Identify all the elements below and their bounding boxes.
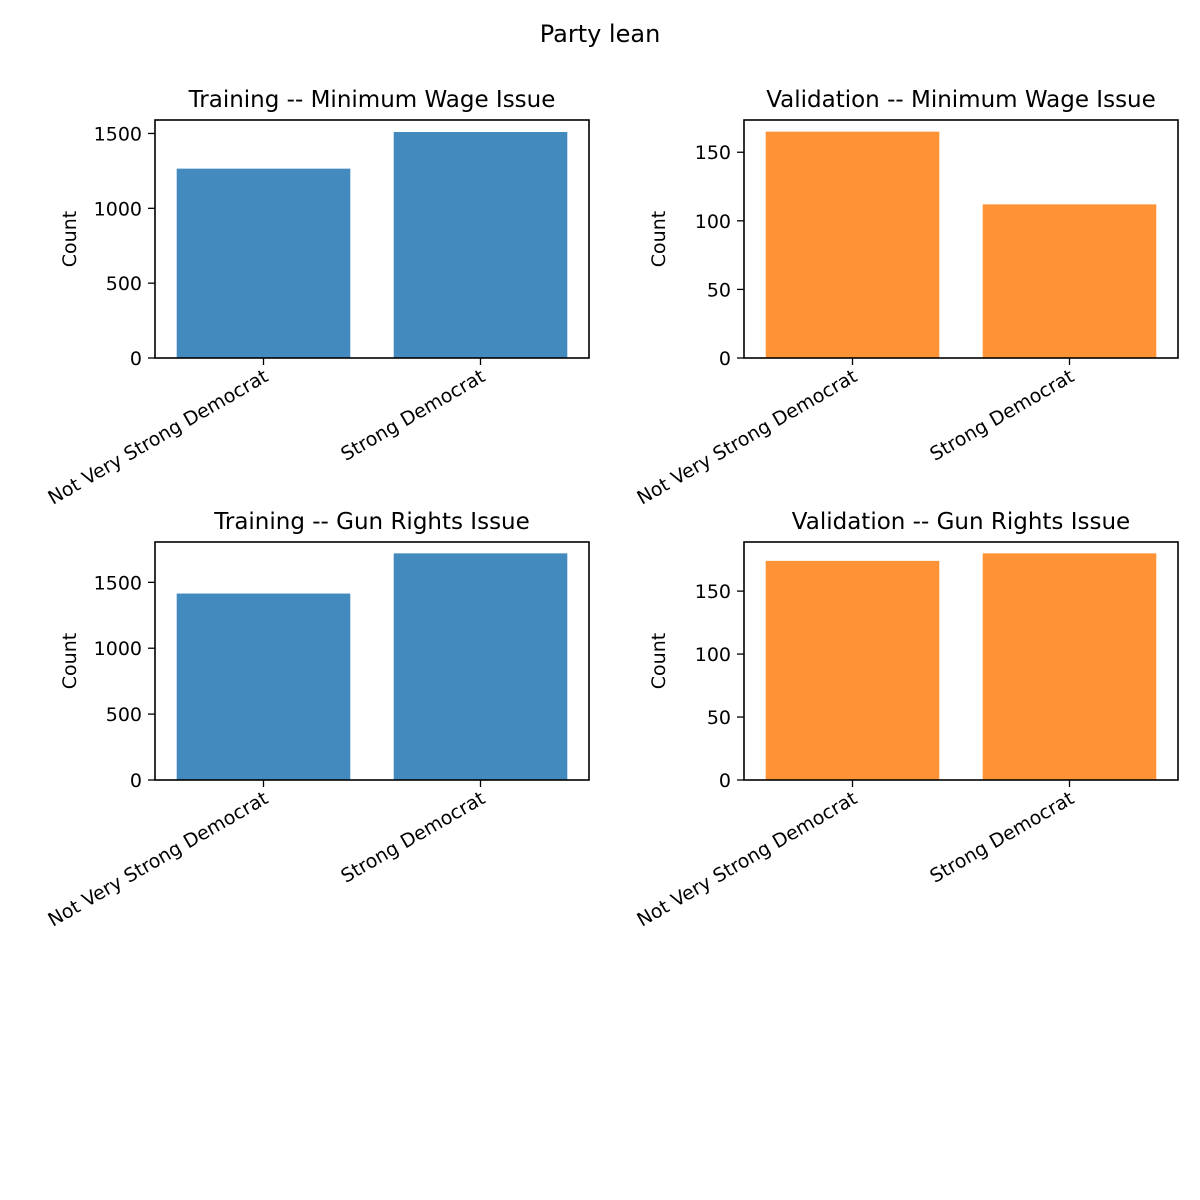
y-axis-label: Count <box>648 211 670 267</box>
y-tick-label: 1500 <box>94 123 142 145</box>
bar-1 <box>176 168 351 358</box>
axes-frame <box>743 541 1179 781</box>
y-tick-label: 0 <box>130 348 142 370</box>
y-tick-label: 100 <box>695 644 731 666</box>
bar-2 <box>982 553 1157 780</box>
y-tick-label: 1000 <box>94 638 142 660</box>
axes-frame <box>743 119 1179 359</box>
y-tick-label: 50 <box>707 707 731 729</box>
y-tick-label: 150 <box>695 142 731 164</box>
figure-suptitle: Party lean <box>540 20 661 48</box>
y-axis-label: Count <box>59 633 81 689</box>
chart-title: Validation -- Minimum Wage Issue <box>766 87 1156 113</box>
y-tick-label: 50 <box>707 279 731 301</box>
y-tick-label: 1500 <box>94 572 142 594</box>
y-tick-label: 0 <box>719 348 731 370</box>
bar-2 <box>982 204 1157 358</box>
axes-frame <box>154 541 590 781</box>
bar-1 <box>765 560 940 780</box>
chart-title: Training -- Gun Rights Issue <box>213 509 530 535</box>
y-tick-label: 100 <box>695 211 731 233</box>
y-tick-label: 500 <box>106 704 142 726</box>
y-tick-label: 0 <box>719 770 731 792</box>
axes-frame <box>154 119 590 359</box>
bar-2 <box>393 131 568 358</box>
chart-title: Training -- Minimum Wage Issue <box>188 87 556 113</box>
y-tick-label: 0 <box>130 770 142 792</box>
y-axis-label: Count <box>648 633 670 689</box>
bar-2 <box>393 553 568 780</box>
y-axis-label: Count <box>59 211 81 267</box>
y-tick-label: 150 <box>695 581 731 603</box>
bar-1 <box>765 131 940 358</box>
chart-title: Validation -- Gun Rights Issue <box>792 509 1130 535</box>
bar-1 <box>176 593 351 780</box>
y-tick-label: 500 <box>106 273 142 295</box>
y-tick-label: 1000 <box>94 198 142 220</box>
